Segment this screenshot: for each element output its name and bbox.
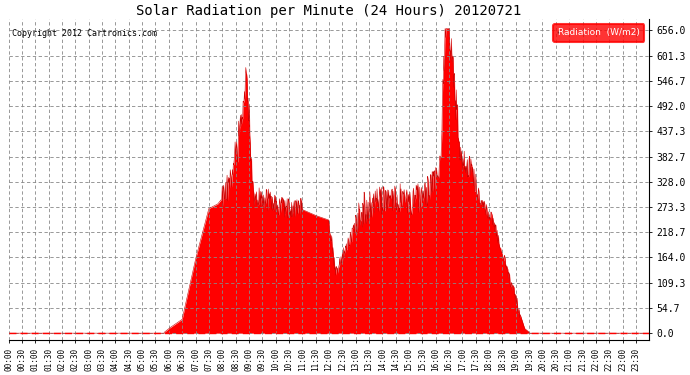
Text: Copyright 2012 Cartronics.com: Copyright 2012 Cartronics.com <box>12 29 157 38</box>
Title: Solar Radiation per Minute (24 Hours) 20120721: Solar Radiation per Minute (24 Hours) 20… <box>136 4 522 18</box>
Legend: Radiation  (W/m2): Radiation (W/m2) <box>553 24 644 42</box>
